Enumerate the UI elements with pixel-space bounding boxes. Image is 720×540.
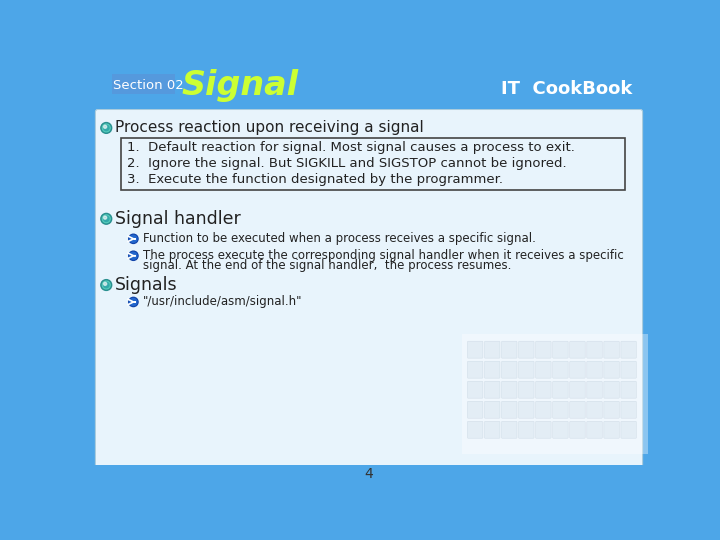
FancyBboxPatch shape bbox=[570, 341, 585, 358]
Circle shape bbox=[130, 252, 137, 259]
FancyBboxPatch shape bbox=[604, 361, 619, 378]
FancyBboxPatch shape bbox=[587, 361, 602, 378]
FancyBboxPatch shape bbox=[518, 401, 534, 418]
Text: signal. At the end of the signal handler,  the process resumes.: signal. At the end of the signal handler… bbox=[143, 259, 511, 272]
Text: Function to be executed when a process receives a specific signal.: Function to be executed when a process r… bbox=[143, 232, 536, 245]
FancyBboxPatch shape bbox=[462, 334, 648, 454]
Circle shape bbox=[104, 282, 109, 288]
FancyBboxPatch shape bbox=[604, 401, 619, 418]
Circle shape bbox=[102, 215, 110, 222]
Circle shape bbox=[104, 125, 107, 129]
FancyBboxPatch shape bbox=[502, 401, 517, 418]
Circle shape bbox=[104, 282, 107, 286]
FancyBboxPatch shape bbox=[587, 401, 602, 418]
FancyBboxPatch shape bbox=[570, 361, 585, 378]
FancyBboxPatch shape bbox=[121, 138, 625, 190]
FancyBboxPatch shape bbox=[570, 381, 585, 398]
FancyBboxPatch shape bbox=[604, 421, 619, 438]
FancyBboxPatch shape bbox=[621, 421, 636, 438]
FancyBboxPatch shape bbox=[485, 401, 500, 418]
FancyBboxPatch shape bbox=[467, 421, 483, 438]
FancyBboxPatch shape bbox=[536, 361, 551, 378]
Text: The process execute the corresponding signal handler when it receives a specific: The process execute the corresponding si… bbox=[143, 249, 624, 262]
FancyBboxPatch shape bbox=[502, 341, 517, 358]
Circle shape bbox=[130, 235, 137, 242]
Text: 3.  Execute the function designated by the programmer.: 3. Execute the function designated by th… bbox=[127, 173, 503, 186]
FancyBboxPatch shape bbox=[570, 401, 585, 418]
Circle shape bbox=[129, 298, 138, 307]
FancyBboxPatch shape bbox=[90, 465, 648, 481]
Circle shape bbox=[102, 124, 110, 132]
FancyBboxPatch shape bbox=[536, 421, 551, 438]
FancyBboxPatch shape bbox=[518, 381, 534, 398]
FancyBboxPatch shape bbox=[96, 110, 642, 468]
FancyBboxPatch shape bbox=[553, 341, 568, 358]
FancyBboxPatch shape bbox=[604, 381, 619, 398]
FancyBboxPatch shape bbox=[587, 381, 602, 398]
Text: IT  CookBook: IT CookBook bbox=[501, 80, 632, 98]
Text: 4: 4 bbox=[364, 467, 374, 481]
FancyBboxPatch shape bbox=[553, 421, 568, 438]
FancyBboxPatch shape bbox=[553, 381, 568, 398]
FancyBboxPatch shape bbox=[536, 381, 551, 398]
Text: 2.  Ignore the signal. But SIGKILL and SIGSTOP cannot be ignored.: 2. Ignore the signal. But SIGKILL and SI… bbox=[127, 157, 567, 170]
Text: Signal: Signal bbox=[181, 69, 299, 102]
Circle shape bbox=[101, 280, 112, 291]
Text: "/usr/include/asm/signal.h": "/usr/include/asm/signal.h" bbox=[143, 295, 302, 308]
Text: Section 02: Section 02 bbox=[113, 79, 184, 92]
Text: 1.  Default reaction for signal. Most signal causes a process to exit.: 1. Default reaction for signal. Most sig… bbox=[127, 141, 575, 154]
FancyBboxPatch shape bbox=[485, 361, 500, 378]
FancyBboxPatch shape bbox=[536, 341, 551, 358]
Circle shape bbox=[102, 281, 110, 289]
FancyBboxPatch shape bbox=[485, 381, 500, 398]
Circle shape bbox=[129, 251, 138, 260]
FancyBboxPatch shape bbox=[485, 421, 500, 438]
FancyBboxPatch shape bbox=[467, 381, 483, 398]
Circle shape bbox=[104, 125, 109, 131]
FancyBboxPatch shape bbox=[553, 361, 568, 378]
Circle shape bbox=[101, 123, 112, 133]
Circle shape bbox=[130, 299, 137, 306]
FancyBboxPatch shape bbox=[467, 341, 483, 358]
FancyBboxPatch shape bbox=[502, 381, 517, 398]
FancyBboxPatch shape bbox=[467, 361, 483, 378]
FancyBboxPatch shape bbox=[518, 361, 534, 378]
FancyBboxPatch shape bbox=[587, 341, 602, 358]
Circle shape bbox=[104, 216, 107, 219]
Text: Signals: Signals bbox=[114, 276, 177, 294]
FancyBboxPatch shape bbox=[90, 65, 648, 110]
Text: Signal handler: Signal handler bbox=[114, 210, 240, 228]
FancyBboxPatch shape bbox=[621, 401, 636, 418]
FancyBboxPatch shape bbox=[587, 421, 602, 438]
FancyBboxPatch shape bbox=[621, 361, 636, 378]
Circle shape bbox=[104, 216, 109, 221]
FancyBboxPatch shape bbox=[518, 421, 534, 438]
FancyBboxPatch shape bbox=[553, 401, 568, 418]
FancyBboxPatch shape bbox=[518, 341, 534, 358]
FancyBboxPatch shape bbox=[604, 341, 619, 358]
FancyBboxPatch shape bbox=[570, 421, 585, 438]
FancyBboxPatch shape bbox=[485, 341, 500, 358]
Circle shape bbox=[101, 213, 112, 224]
FancyBboxPatch shape bbox=[112, 74, 175, 94]
FancyBboxPatch shape bbox=[621, 381, 636, 398]
Circle shape bbox=[129, 234, 138, 244]
FancyBboxPatch shape bbox=[502, 421, 517, 438]
FancyBboxPatch shape bbox=[536, 401, 551, 418]
FancyBboxPatch shape bbox=[621, 341, 636, 358]
FancyBboxPatch shape bbox=[502, 361, 517, 378]
Text: Process reaction upon receiving a signal: Process reaction upon receiving a signal bbox=[114, 120, 423, 136]
FancyBboxPatch shape bbox=[467, 401, 483, 418]
